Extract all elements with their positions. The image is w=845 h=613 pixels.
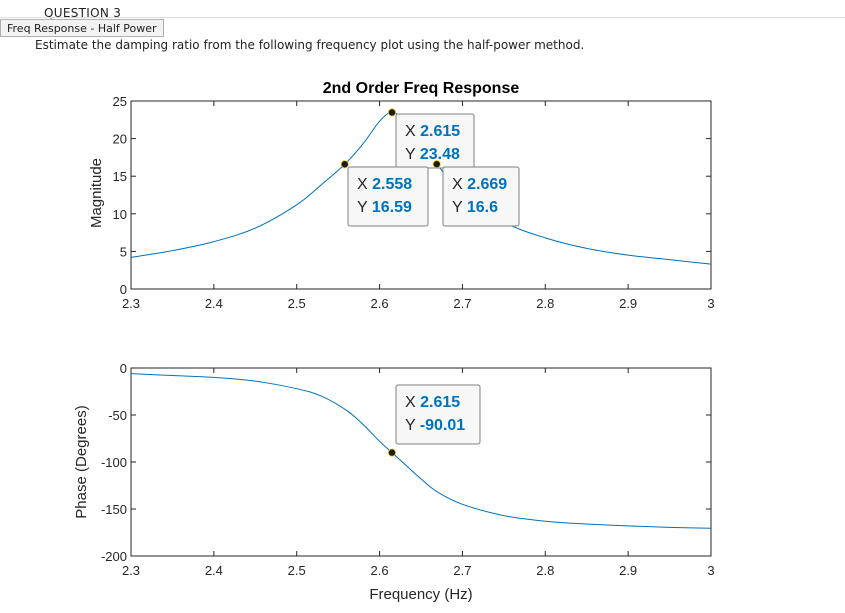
y-tick-label: 20 bbox=[113, 132, 127, 147]
x-tick-label: 2.9 bbox=[619, 563, 637, 578]
datatip-marker bbox=[387, 448, 396, 457]
datatip-x-row: X 2.615 bbox=[405, 394, 460, 411]
datatip-y-row: Y 23.48 bbox=[405, 146, 460, 163]
x-tick-label: 2.8 bbox=[536, 296, 554, 311]
question-header: QUESTION 3 Freq Response - Half Power Es… bbox=[0, 0, 845, 52]
header-divider bbox=[0, 17, 845, 18]
x-tick-label: 2.5 bbox=[288, 563, 306, 578]
y-tick-label: 0 bbox=[120, 361, 127, 376]
x-tick-label: 2.5 bbox=[288, 296, 306, 311]
y-tick-label: 5 bbox=[120, 244, 127, 259]
x-tick-label: 3 bbox=[707, 296, 714, 311]
datatip-y-row: Y -90.01 bbox=[405, 417, 465, 434]
x-tick-label: 2.3 bbox=[122, 296, 140, 311]
question-tag: Freq Response - Half Power bbox=[0, 19, 164, 37]
frequency-xlabel: Frequency (Hz) bbox=[369, 586, 472, 603]
datatip-x-row: X 2.669 bbox=[452, 176, 507, 193]
datatip-box bbox=[395, 384, 481, 445]
y-tick-label: -150 bbox=[101, 502, 127, 517]
datatip-marker bbox=[387, 108, 396, 117]
datatip-y-row: Y 16.59 bbox=[357, 199, 412, 216]
datatip-marker bbox=[340, 160, 349, 169]
x-tick-label: 2.6 bbox=[371, 296, 389, 311]
x-tick-label: 2.7 bbox=[453, 563, 471, 578]
datatip-y-row: Y 16.6 bbox=[452, 199, 498, 216]
phase-axes: 2.3 2.4 2.5 2.6 2.7 2.8 2.9 3 -200 -150 -100 -50 0 X … bbox=[101, 361, 715, 578]
datatip: X 2.615 Y 23.48 bbox=[387, 108, 475, 169]
datatip-x-row: X 2.558 bbox=[357, 176, 412, 193]
datatip: X 2.558 Y 16.59 bbox=[340, 160, 429, 227]
datatip-x-row: X 2.615 bbox=[405, 123, 460, 140]
y-tick-label: 10 bbox=[113, 207, 127, 222]
datatip-box bbox=[395, 113, 475, 169]
x-tick-label: 2.3 bbox=[122, 563, 140, 578]
x-tick-label: 2.7 bbox=[453, 296, 471, 311]
question-text: Estimate the damping ratio from the foll… bbox=[35, 38, 585, 52]
question-number: QUESTION 3 bbox=[44, 6, 122, 20]
phase-ylabel: Phase (Degrees) bbox=[73, 405, 90, 518]
x-tick-label: 2.4 bbox=[205, 563, 223, 578]
y-tick-label: 15 bbox=[113, 169, 127, 184]
datatip: X 2.615 Y -90.01 bbox=[387, 384, 481, 457]
datatip-marker bbox=[432, 160, 441, 169]
magnitude-axes: 2.3 2.4 2.5 2.6 2.7 2.8 2.9 3 0 5 10 15 20 25 X 2.615 Y… bbox=[113, 94, 715, 311]
x-tick-label: 2.6 bbox=[371, 563, 389, 578]
x-tick-label: 2.4 bbox=[205, 296, 223, 311]
series-line bbox=[130, 373, 712, 529]
y-tick-label: -50 bbox=[108, 408, 127, 423]
chart-title: 2nd Order Freq Response bbox=[323, 80, 520, 97]
y-tick-label: -200 bbox=[101, 549, 127, 564]
datatip-box bbox=[347, 166, 429, 227]
x-tick-label: 2.9 bbox=[619, 296, 637, 311]
datatip-box bbox=[442, 166, 520, 227]
datatip: X 2.669 Y 16.6 bbox=[432, 160, 520, 227]
y-tick-label: 25 bbox=[113, 94, 127, 109]
y-tick-label: -100 bbox=[101, 455, 127, 470]
x-tick-label: 3 bbox=[707, 563, 714, 578]
x-tick-label: 2.8 bbox=[536, 563, 554, 578]
y-tick-label: 0 bbox=[120, 282, 127, 297]
magnitude-ylabel: Magnitude bbox=[88, 158, 105, 228]
